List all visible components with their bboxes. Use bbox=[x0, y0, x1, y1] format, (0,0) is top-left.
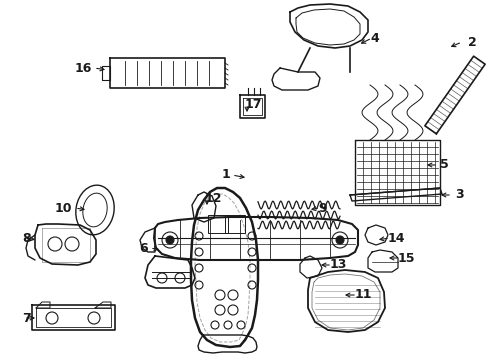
Bar bbox=[225, 215, 245, 233]
Text: 11: 11 bbox=[355, 288, 372, 302]
Text: 5: 5 bbox=[440, 158, 449, 171]
Circle shape bbox=[336, 236, 344, 244]
Text: 3: 3 bbox=[455, 189, 464, 202]
Text: 13: 13 bbox=[330, 258, 347, 271]
Text: 2: 2 bbox=[468, 36, 477, 49]
Text: 15: 15 bbox=[398, 252, 416, 265]
Text: 6: 6 bbox=[139, 242, 148, 255]
Text: 7: 7 bbox=[22, 311, 31, 324]
Text: 14: 14 bbox=[388, 231, 406, 244]
Circle shape bbox=[166, 236, 174, 244]
Text: 8: 8 bbox=[22, 231, 30, 244]
Text: 17: 17 bbox=[245, 99, 263, 112]
Text: 4: 4 bbox=[370, 31, 379, 45]
Text: 10: 10 bbox=[54, 202, 72, 215]
Bar bbox=[208, 215, 228, 233]
Text: 12: 12 bbox=[205, 192, 222, 204]
Text: 1: 1 bbox=[221, 168, 230, 181]
Text: 16: 16 bbox=[74, 62, 92, 75]
Text: 9: 9 bbox=[318, 202, 327, 215]
